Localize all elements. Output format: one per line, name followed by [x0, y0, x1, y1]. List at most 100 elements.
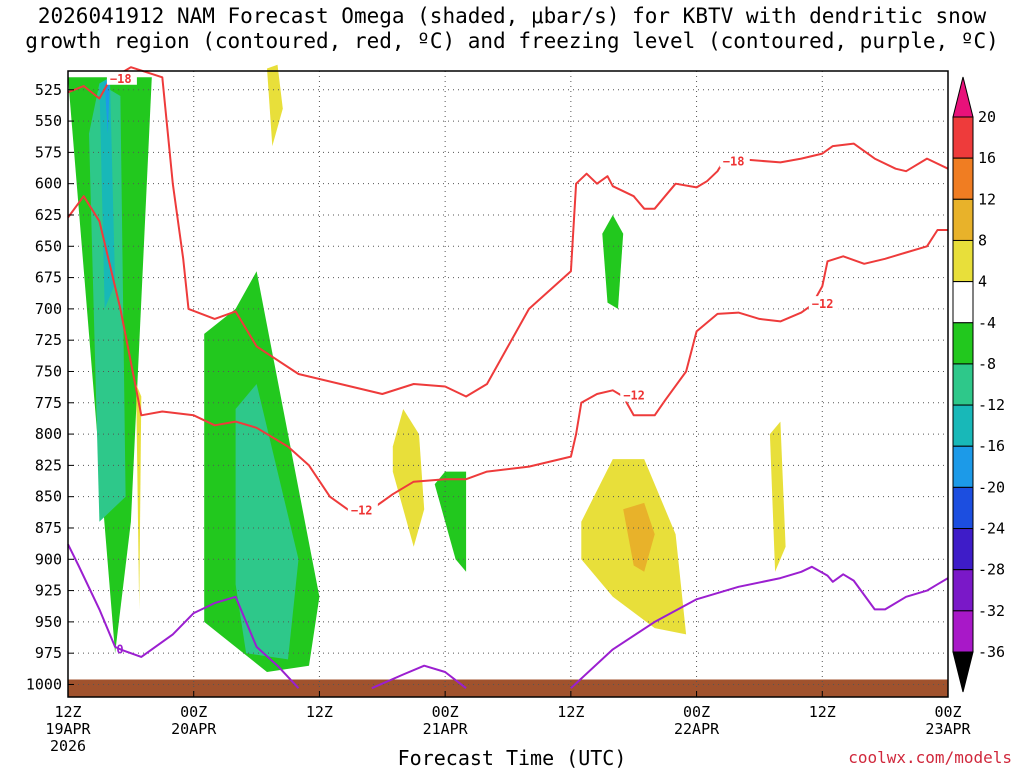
- xtick-label-5-2: 22APR: [674, 720, 720, 738]
- colorbar-swatch-12: [952, 610, 974, 653]
- ytick-label-750: 750: [35, 362, 62, 380]
- colorbar-label-2: 12: [978, 190, 996, 208]
- ytick-label-900: 900: [35, 550, 62, 568]
- ytick-label-525: 525: [35, 81, 62, 99]
- credit-text: coolwx.com/models: [848, 748, 1012, 767]
- colorbar-swatch-9: [952, 486, 974, 530]
- contour-label-minus12-b-bg: [620, 387, 651, 402]
- grid: [68, 71, 948, 697]
- contour-label-0: 0: [116, 642, 123, 656]
- plot-frame: [67, 70, 949, 698]
- contour-line-2: [67, 543, 300, 689]
- xtick-label-7-1: 00Z: [934, 703, 961, 721]
- axis-ticks: 525 550 575 600 625 650 675 700 725 750 775 800 825 8…: [26, 81, 972, 755]
- xtick-label-1-1: 00Z: [180, 703, 207, 721]
- contour-label-minus18-b-bg: [106, 70, 137, 85]
- ytick-label-1000: 1000: [26, 675, 62, 693]
- colorbar-top-arrow: [952, 76, 974, 118]
- contour-line-0: [67, 66, 949, 398]
- ytick-label-650: 650: [35, 237, 62, 255]
- shade-region-4-12: [769, 421, 786, 572]
- contour-label-minus18-b: −18: [110, 72, 132, 86]
- colorbar-swatch-0: [952, 116, 974, 159]
- ytick-label-950: 950: [35, 613, 62, 631]
- colorbar-label-11: -28: [978, 561, 1005, 579]
- chart-title-line2: growth region (contoured, red, ºC) and f…: [25, 29, 999, 53]
- xtick-label-3-2: 21APR: [423, 720, 469, 738]
- colorbar-swatch-10: [952, 528, 974, 571]
- colorbar-swatch-11: [952, 569, 974, 612]
- ytick-label-800: 800: [35, 425, 62, 443]
- colorbar-label-0: 20: [978, 108, 996, 126]
- xtick-label-4-1: 12Z: [557, 703, 584, 721]
- ytick-label-600: 600: [35, 175, 62, 193]
- colorbar-swatch-5: [952, 322, 974, 365]
- ytick-label-675: 675: [35, 269, 62, 287]
- shade-region-4-10: [392, 409, 425, 547]
- colorbar-label-4: 4: [978, 273, 987, 291]
- colorbar-swatch-6: [952, 363, 974, 406]
- ytick-label-725: 725: [35, 331, 62, 349]
- contour-lines: −18 −18 −12 −12 −12 0: [67, 66, 949, 690]
- ytick-label-625: 625: [35, 206, 62, 224]
- colorbar-label-12: -32: [978, 602, 1005, 620]
- chart-title-line1: 2026041912 NAM Forecast Omega (shaded, μ…: [37, 4, 987, 28]
- colorbar-swatch-1: [952, 157, 974, 200]
- xtick-label-1-2: 20APR: [171, 720, 217, 738]
- xtick-label-7-2: 23APR: [925, 720, 971, 738]
- shade-region-minus16-6: [99, 77, 116, 309]
- colorbar-swatch-3: [952, 239, 974, 283]
- contour-label-minus12-c-bg: [808, 296, 839, 311]
- colorbar-label-7: -12: [978, 396, 1005, 414]
- ytick-label-875: 875: [35, 519, 62, 537]
- colorbar-label-6: -8: [978, 355, 996, 373]
- contour-label-minus12-c: −12: [812, 297, 834, 311]
- shade-region-4-8: [267, 64, 283, 147]
- contour-label-minus18-a: −18: [723, 154, 745, 168]
- plot-background: [68, 71, 948, 697]
- shaded-regions: [68, 64, 948, 697]
- contour-line-3: [371, 664, 467, 690]
- x-axis-label: Forecast Time (UTC): [397, 746, 627, 770]
- contour-label-minus12-a-bg: [347, 502, 378, 517]
- colorbar-label-8: -16: [978, 437, 1005, 455]
- xtick-label-0-2: 19APR: [45, 720, 91, 738]
- colorbar-label-5: -4: [978, 314, 996, 332]
- contour-label-minus18-a-bg: [719, 153, 750, 168]
- colorbar-label-13: -36: [978, 643, 1005, 661]
- shade-region-ground-14: [68, 679, 948, 697]
- contour-line-4: [570, 565, 949, 689]
- contour-label-minus12-a: −12: [351, 504, 373, 518]
- colorbar-label-1: 16: [978, 149, 996, 167]
- shade-region-minus8-3: [602, 215, 624, 309]
- xtick-label-5-1: 00Z: [683, 703, 710, 721]
- shade-region-minus12-5: [235, 384, 299, 660]
- ytick-label-700: 700: [35, 300, 62, 318]
- shade-region-8-13: [623, 502, 655, 572]
- xtick-label-0-3: 2026: [50, 737, 86, 755]
- ytick-label-825: 825: [35, 456, 62, 474]
- ytick-label-775: 775: [35, 394, 62, 412]
- colorbar-label-3: 8: [978, 231, 987, 249]
- ytick-label-850: 850: [35, 488, 62, 506]
- xtick-label-2-1: 12Z: [306, 703, 333, 721]
- contour-line-1: [67, 195, 948, 513]
- colorbar-swatch-8: [952, 445, 974, 488]
- colorbar-bottom-arrow: [952, 651, 974, 693]
- colorbar: 20 16 12 8 4 -4 -8 -12 -16 -20 -24 -28 -32 -36: [952, 76, 1005, 693]
- ytick-label-550: 550: [35, 112, 62, 130]
- ytick-label-975: 975: [35, 644, 62, 662]
- colorbar-swatch-7: [952, 404, 974, 447]
- ytick-label-925: 925: [35, 582, 62, 600]
- xtick-label-6-1: 12Z: [809, 703, 836, 721]
- colorbar-label-9: -20: [978, 478, 1005, 496]
- colorbar-label-10: -24: [978, 520, 1005, 538]
- colorbar-swatch-4: [952, 281, 974, 324]
- shade-region-minus20-7: [104, 77, 110, 134]
- xtick-label-0-1: 12Z: [54, 703, 81, 721]
- ytick-label-575: 575: [35, 143, 62, 161]
- xtick-label-3-1: 00Z: [432, 703, 459, 721]
- colorbar-swatch-2: [952, 198, 974, 241]
- chart-title: 2026041912 NAM Forecast Omega (shaded, μ…: [0, 4, 1024, 54]
